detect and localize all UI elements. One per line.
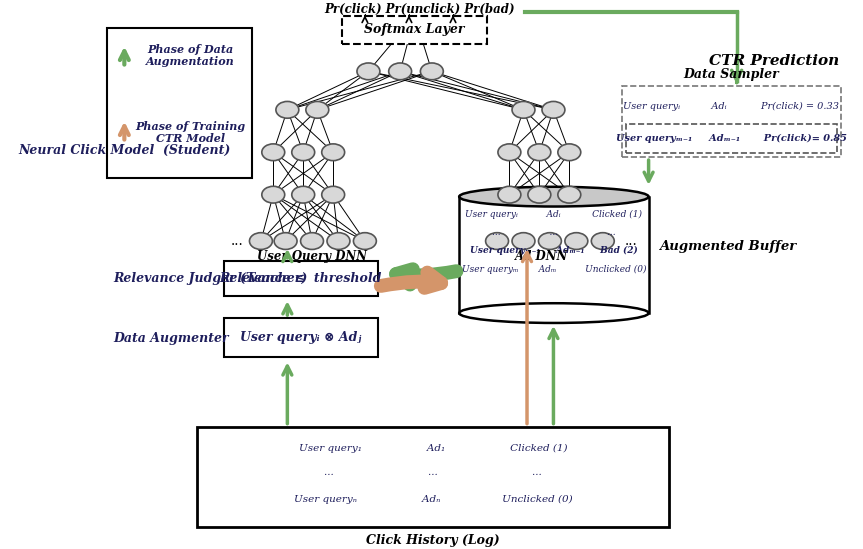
Text: CTR Prediction: CTR Prediction — [709, 54, 839, 69]
Ellipse shape — [542, 102, 565, 118]
Ellipse shape — [486, 233, 508, 249]
Ellipse shape — [249, 233, 273, 249]
Ellipse shape — [498, 186, 521, 203]
FancyBboxPatch shape — [459, 197, 649, 313]
Ellipse shape — [274, 233, 297, 249]
Text: ...                 ...                 ...: ... ... ... — [492, 228, 615, 237]
Text: Data Augmenter: Data Augmenter — [113, 332, 229, 345]
Text: Neural Click Model  (Student): Neural Click Model (Student) — [18, 144, 230, 157]
Ellipse shape — [539, 233, 561, 249]
Ellipse shape — [322, 186, 344, 203]
Text: Ad DNN: Ad DNN — [514, 250, 568, 264]
Ellipse shape — [388, 63, 412, 80]
FancyBboxPatch shape — [626, 124, 837, 153]
Ellipse shape — [557, 186, 581, 203]
Ellipse shape — [292, 186, 315, 203]
Text: ...: ... — [230, 234, 243, 248]
Text: Softmax Layer: Softmax Layer — [364, 24, 465, 36]
FancyBboxPatch shape — [198, 427, 669, 527]
Ellipse shape — [565, 233, 588, 249]
Ellipse shape — [327, 233, 350, 249]
Ellipse shape — [354, 233, 376, 249]
Ellipse shape — [261, 186, 285, 203]
Ellipse shape — [357, 63, 380, 80]
Text: Relevance ≤  threshold: Relevance ≤ threshold — [219, 272, 381, 285]
Ellipse shape — [459, 187, 649, 206]
Text: Data Sampler: Data Sampler — [683, 68, 779, 81]
FancyBboxPatch shape — [224, 318, 378, 357]
FancyBboxPatch shape — [224, 261, 378, 296]
Text: User query₁                    Ad₁                    Clicked (1): User query₁ Ad₁ Clicked (1) — [299, 444, 568, 453]
Ellipse shape — [292, 144, 315, 161]
Text: ...: ... — [625, 234, 638, 248]
Text: Phase of Training
CTR Model: Phase of Training CTR Model — [135, 121, 245, 144]
Text: User queryᵢ          Adᵢ           Pr(click) = 0.33: User queryᵢ Adᵢ Pr(click) = 0.33 — [623, 102, 840, 110]
Text: Relevance Judger (Teacher): Relevance Judger (Teacher) — [113, 272, 307, 285]
Text: Augmented Buffer: Augmented Buffer — [659, 240, 797, 254]
Ellipse shape — [528, 144, 551, 161]
Ellipse shape — [300, 233, 324, 249]
Ellipse shape — [261, 144, 285, 161]
Text: User queryₘ₋₁     Adₘ₋₁     Bad (2): User queryₘ₋₁ Adₘ₋₁ Bad (2) — [470, 247, 638, 255]
Ellipse shape — [459, 303, 649, 323]
Text: Pr(click) Pr(unclick) Pr(bad): Pr(click) Pr(unclick) Pr(bad) — [324, 3, 514, 16]
Text: Phase of Data
Augmentation: Phase of Data Augmentation — [146, 44, 235, 68]
Ellipse shape — [528, 186, 551, 203]
Ellipse shape — [420, 63, 444, 80]
FancyBboxPatch shape — [107, 28, 252, 178]
Ellipse shape — [322, 144, 344, 161]
Text: User queryₙ                    Adₙ                   Unclicked (0): User queryₙ Adₙ Unclicked (0) — [294, 495, 572, 504]
Ellipse shape — [498, 144, 521, 161]
Text: User Query DNN: User Query DNN — [257, 250, 367, 264]
Text: User queryᵢ          Adᵢ           Clicked (1): User queryᵢ Adᵢ Clicked (1) — [465, 210, 642, 219]
Text: User queryᵢ ⊗ Adⱼ: User queryᵢ ⊗ Adⱼ — [240, 331, 362, 344]
Ellipse shape — [306, 102, 329, 118]
Ellipse shape — [591, 233, 614, 249]
Text: User queryₘ₋₁     Adₘ₋₁       Pr(click)= 0.85: User queryₘ₋₁ Adₘ₋₁ Pr(click)= 0.85 — [616, 134, 847, 143]
Ellipse shape — [512, 233, 535, 249]
Ellipse shape — [512, 102, 535, 118]
FancyBboxPatch shape — [342, 16, 488, 44]
Text: User queryₘ       Adₘ          Unclicked (0): User queryₘ Adₘ Unclicked (0) — [462, 265, 646, 274]
FancyBboxPatch shape — [622, 86, 841, 157]
Text: ...                             ...                             ...: ... ... ... — [324, 468, 542, 478]
Ellipse shape — [557, 144, 581, 161]
Text: Click History (Log): Click History (Log) — [367, 534, 500, 546]
Ellipse shape — [276, 102, 299, 118]
